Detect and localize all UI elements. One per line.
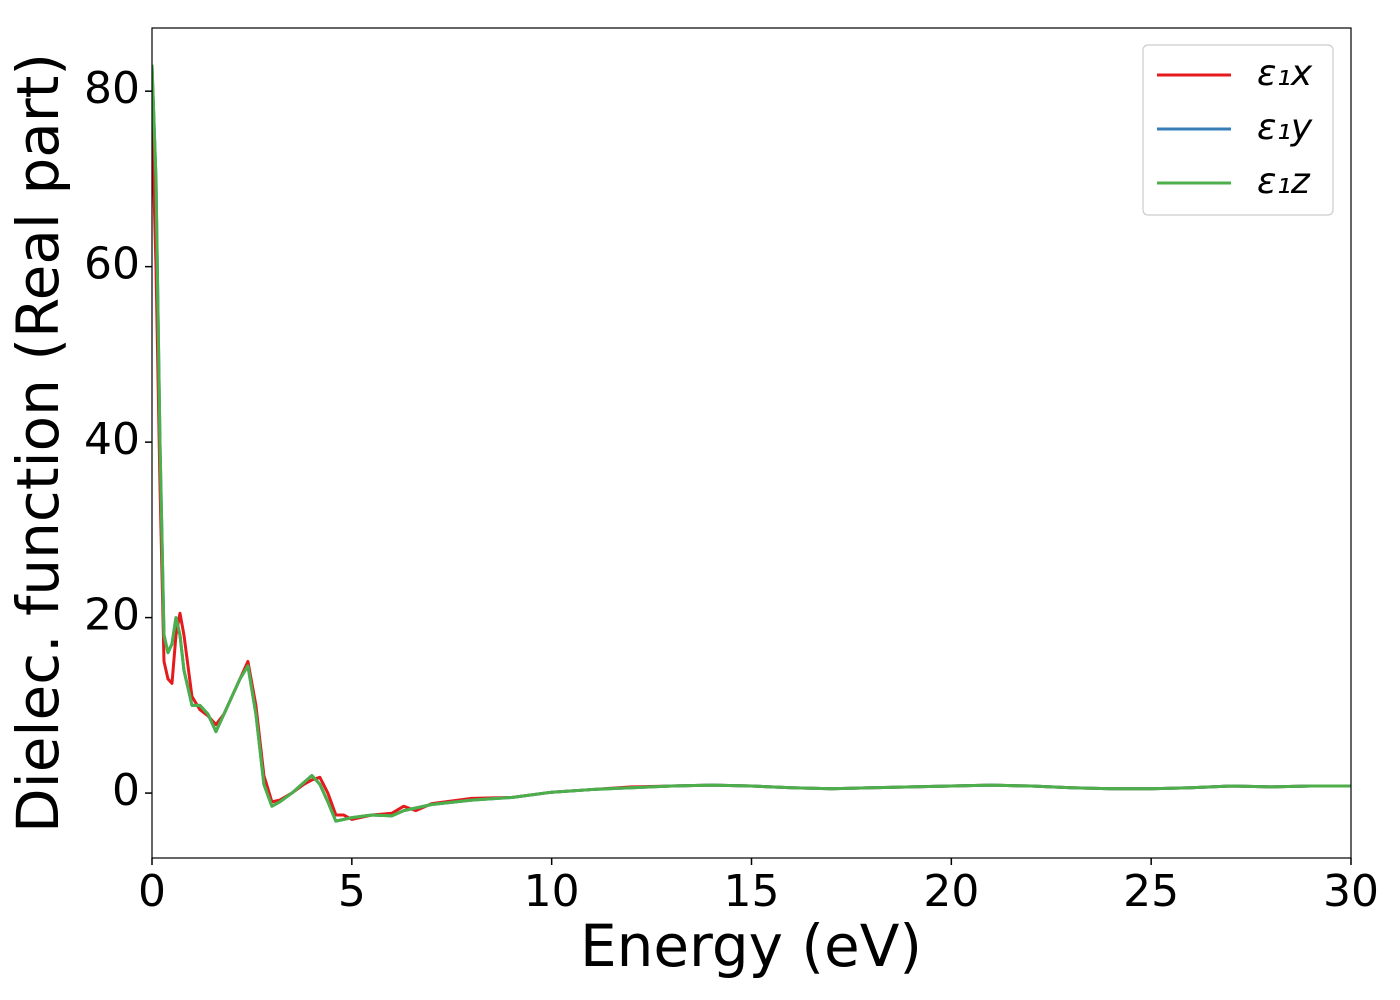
y-tick-label: 0 [112, 765, 140, 816]
legend-label: ε₁y [1257, 107, 1313, 148]
y-tick-label: 40 [84, 414, 140, 465]
y-tick-label: 60 [84, 239, 140, 290]
data-line [152, 117, 1351, 821]
x-tick-label: 0 [138, 866, 166, 917]
data-line [152, 64, 1351, 823]
x-tick-label: 15 [724, 866, 780, 917]
legend-label: ε₁z [1257, 161, 1311, 202]
y-axis-label: Dielec. function (Real part) [4, 53, 72, 833]
x-tick-label: 25 [1123, 866, 1179, 917]
x-tick-label: 10 [524, 866, 580, 917]
y-tick-label: 20 [84, 590, 140, 641]
legend-label: ε₁x [1257, 53, 1313, 94]
plot-frame [151, 27, 1352, 859]
x-tick-label: 20 [923, 866, 979, 917]
x-tick-label: 5 [338, 866, 366, 917]
y-tick-label: 80 [84, 63, 140, 114]
x-tick-label: 30 [1323, 866, 1379, 917]
legend-box [1142, 44, 1334, 216]
x-axis-label: Energy (eV) [580, 912, 922, 980]
